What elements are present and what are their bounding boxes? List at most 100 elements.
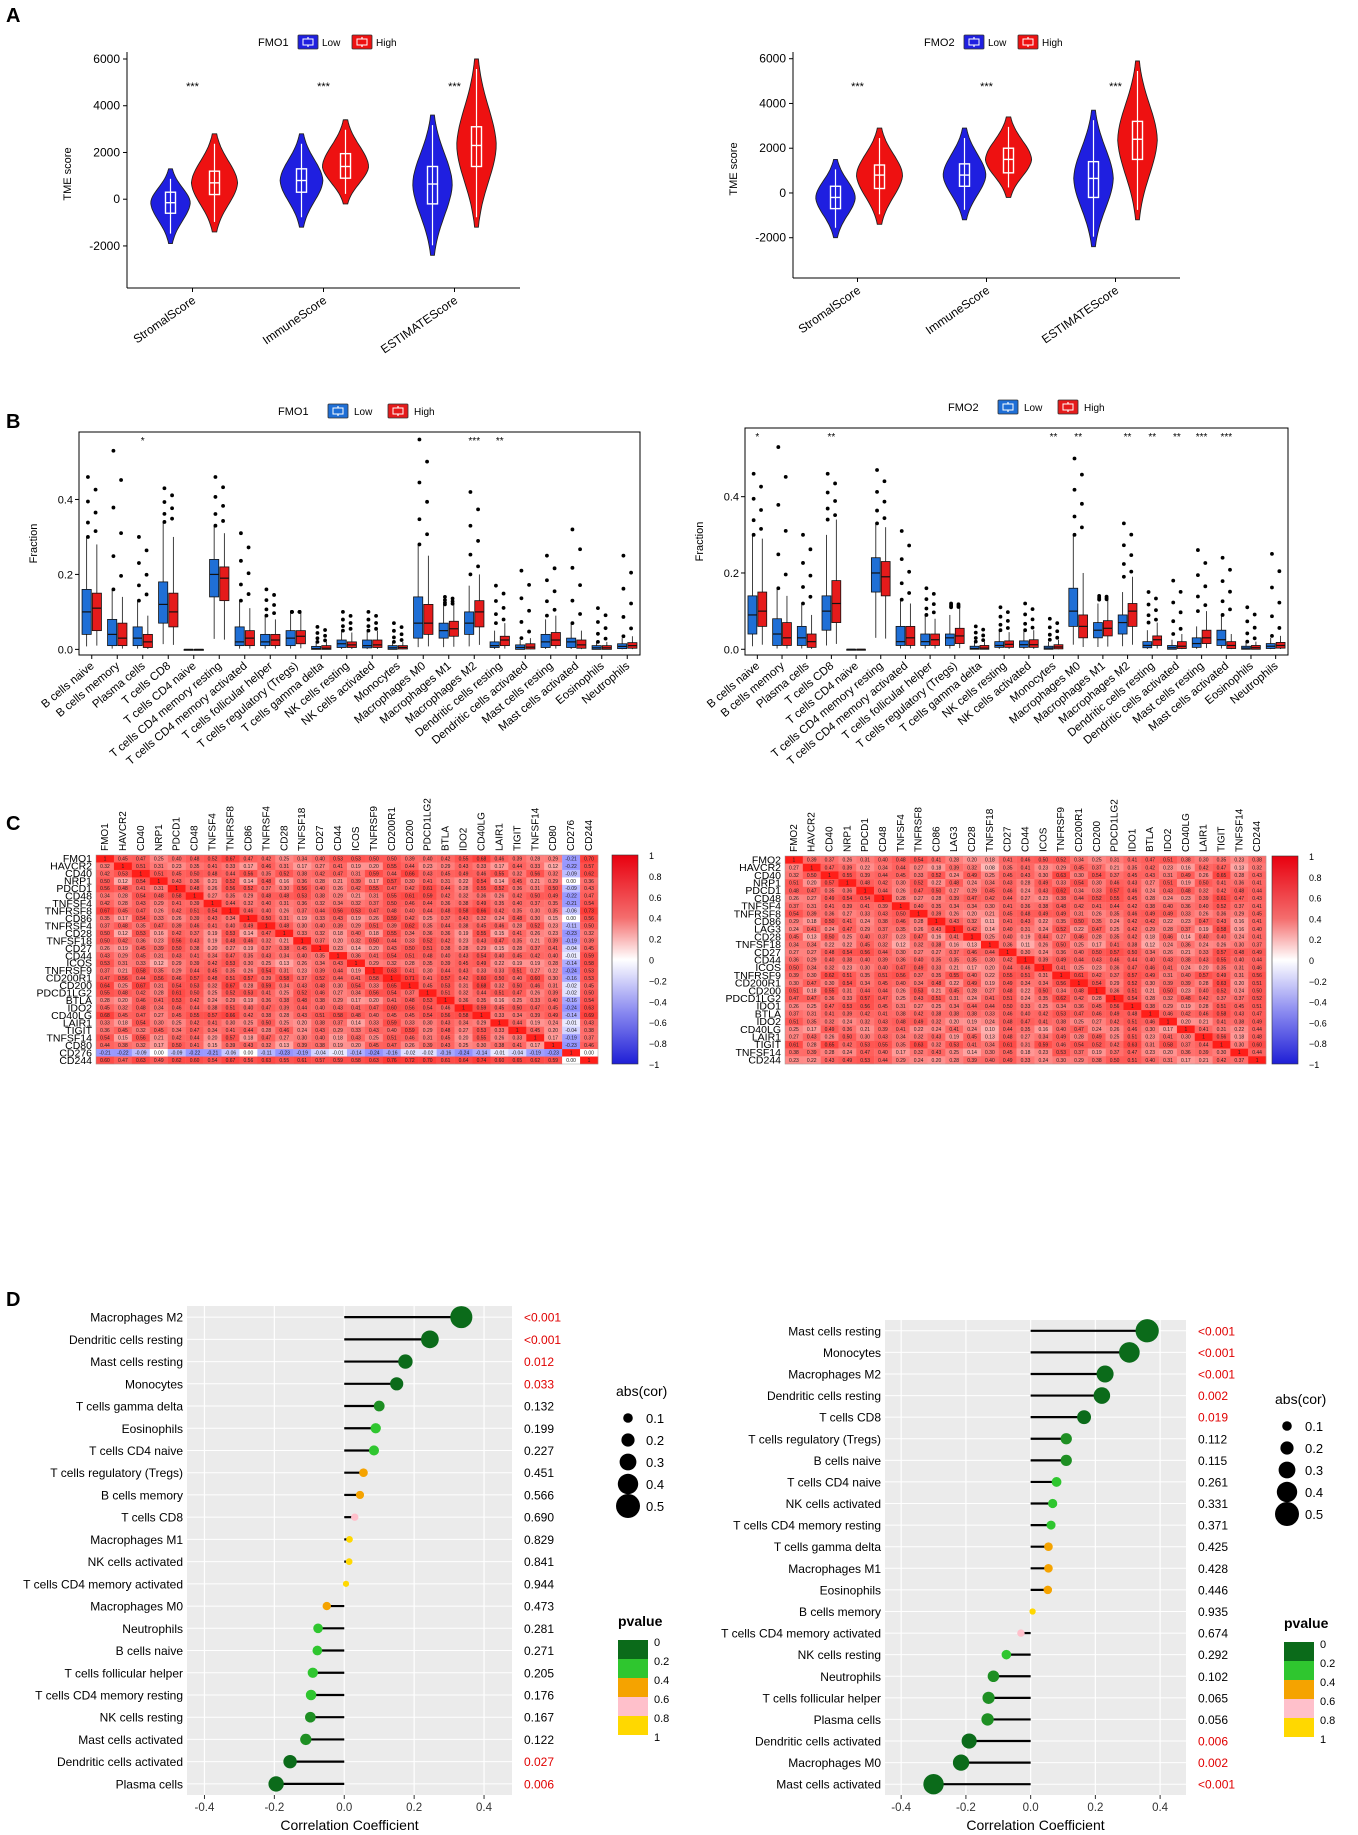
heatmap-cell — [1016, 963, 1035, 972]
heatmap-cell — [820, 1040, 839, 1049]
heatmap-cell-value: 0.16 — [1234, 919, 1244, 925]
heatmap-cell — [293, 855, 312, 863]
heatmap-cell — [1052, 971, 1071, 980]
heatmap-cell — [1248, 1002, 1267, 1011]
heatmap-cell — [203, 907, 222, 915]
heatmap-cell-value: 0.25 — [1110, 1035, 1120, 1041]
heatmap-cell — [329, 944, 348, 953]
heatmap-cell — [998, 1048, 1017, 1057]
heatmap-cell — [1176, 994, 1195, 1003]
heatmap-cell — [257, 981, 276, 990]
heatmap-cell-value: 0.37 — [1234, 996, 1244, 1002]
heatmap-cell — [131, 1011, 150, 1020]
heatmap-cell-value: 0.55 — [387, 864, 397, 870]
heatmap-cell-value: 0.27 — [932, 950, 942, 956]
heatmap-cell-value: 0.21 — [208, 879, 218, 885]
heatmap-cell-value: 0.34 — [1074, 858, 1084, 864]
heatmap-cell — [364, 855, 384, 863]
heatmap-cell-value: 0.45 — [477, 924, 487, 930]
heatmap-cell-value: 0.43 — [172, 879, 182, 885]
heatmap-col-label: LAG3 — [949, 826, 960, 852]
heatmap-cell-value: 0.34 — [1056, 1004, 1066, 1010]
heatmap-cell-value: 0.57 — [387, 879, 397, 885]
lollipop-row-label: T cells gamma delta — [76, 1400, 183, 1414]
box-outlier — [981, 638, 986, 643]
heatmap-cell — [909, 1002, 928, 1011]
heatmap-col-label: ICOS — [1038, 827, 1049, 852]
heatmap-cell — [1123, 863, 1142, 872]
heatmap-cell-value: 0.11 — [1021, 942, 1031, 948]
heatmap-cell — [544, 966, 563, 975]
heatmap-cell-value: 0.38 — [297, 871, 307, 877]
heatmap-cell — [149, 922, 168, 930]
heatmap-cell-value: 0.51 — [1021, 973, 1031, 979]
heatmap-cell — [998, 925, 1017, 934]
heatmap-cell-value: 0.36 — [1021, 904, 1031, 910]
heatmap-cell-value: 0.26 — [495, 894, 505, 900]
heatmap-cell — [293, 952, 312, 960]
heatmap-cell — [347, 929, 366, 938]
heatmap-cell-value: 0.51 — [136, 864, 146, 870]
box-high — [576, 639, 587, 649]
box-outlier — [519, 620, 524, 624]
heatmap-cell-value: 0.39 — [530, 1013, 540, 1019]
heatmap-cell — [1176, 1040, 1195, 1049]
heatmap-cell-value: 0.35 — [1092, 919, 1102, 925]
heatmap-cell-value: 0.18 — [118, 1021, 128, 1027]
heatmap-cell — [980, 1025, 999, 1034]
heatmap-cell — [820, 1010, 839, 1018]
heatmap-cell — [347, 966, 366, 975]
heatmap-cell — [96, 877, 115, 886]
heatmap-cell-value: 0.45 — [860, 942, 870, 948]
heatmap-cell-value: 1 — [373, 968, 376, 974]
heatmap-cell — [96, 884, 115, 893]
heatmap-cell — [149, 966, 168, 975]
box-legend-title: FMO2 — [948, 402, 979, 414]
p-legend-label: 0.6 — [1320, 1696, 1335, 1708]
heatmap-cell — [185, 884, 204, 893]
lollipop-dot — [305, 1689, 317, 1701]
heatmap-cell — [275, 966, 294, 975]
heatmap-cell — [490, 899, 509, 908]
heatmap-cell — [802, 963, 821, 972]
heatmap-cell-value: 0.63 — [369, 1058, 379, 1064]
heatmap-cell — [927, 986, 946, 995]
heatmap-cell-value: 0.25 — [208, 991, 218, 997]
heatmap-cell-value: 0.21 — [530, 938, 540, 944]
heatmap-cell — [1034, 979, 1053, 988]
heatmap-cell-value: 0.62 — [405, 924, 415, 930]
heatmap-cell-value: 0.41 — [1003, 919, 1013, 925]
heatmap-cell — [1087, 971, 1106, 980]
heatmap-cell-value: 0.35 — [967, 958, 977, 964]
box-outlier — [545, 553, 549, 558]
heatmap-cell — [1052, 940, 1071, 949]
heatmap-row-label: TNFRSF9 — [734, 970, 781, 982]
heatmap-cell-value: 0.22 — [807, 1058, 817, 1064]
heatmap-cell-value: 0.45 — [949, 989, 959, 995]
box-signif: * — [755, 432, 759, 443]
heatmap-cell-value: 0.48 — [423, 953, 433, 959]
heatmap-cell — [203, 937, 222, 945]
heatmap-cell — [1230, 948, 1249, 957]
heatmap-cell — [96, 959, 115, 968]
heatmap-cell — [418, 1049, 437, 1057]
violin-x-tick-label: ImmuneScore — [260, 293, 329, 347]
heatmap-cell-value: 0.24 — [548, 1021, 558, 1027]
heatmap-cell — [820, 963, 839, 972]
heatmap-cell-value: 0.49 — [1003, 981, 1013, 987]
heatmap-cell — [329, 1019, 348, 1027]
heatmap-cell-value: 0.43 — [459, 953, 469, 959]
heatmap-cell — [508, 1004, 527, 1012]
heatmap-cell — [203, 1004, 222, 1012]
heatmap-cell — [927, 917, 946, 926]
heatmap-cell — [1016, 1017, 1035, 1026]
box-outlier — [751, 471, 756, 476]
heatmap-cell-value: 0.37 — [949, 950, 959, 956]
heatmap-col-label: TNFSF14 — [530, 807, 541, 851]
heatmap-cell — [113, 996, 133, 1005]
heatmap-cell — [490, 914, 509, 923]
heatmap-cell-value: 0.57 — [244, 976, 254, 982]
heatmap-cell-value: 0.44 — [477, 991, 487, 997]
heatmap-cell — [1034, 856, 1053, 864]
heatmap-cell-value: 0.48 — [297, 998, 307, 1004]
